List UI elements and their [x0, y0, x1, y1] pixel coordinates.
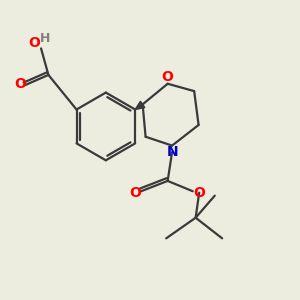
Polygon shape [135, 101, 145, 110]
Text: H: H [39, 32, 50, 45]
Text: O: O [162, 70, 174, 84]
Text: O: O [28, 36, 40, 50]
Text: O: O [14, 77, 26, 91]
Text: O: O [193, 186, 205, 200]
Text: N: N [166, 145, 178, 159]
Text: O: O [129, 186, 141, 200]
